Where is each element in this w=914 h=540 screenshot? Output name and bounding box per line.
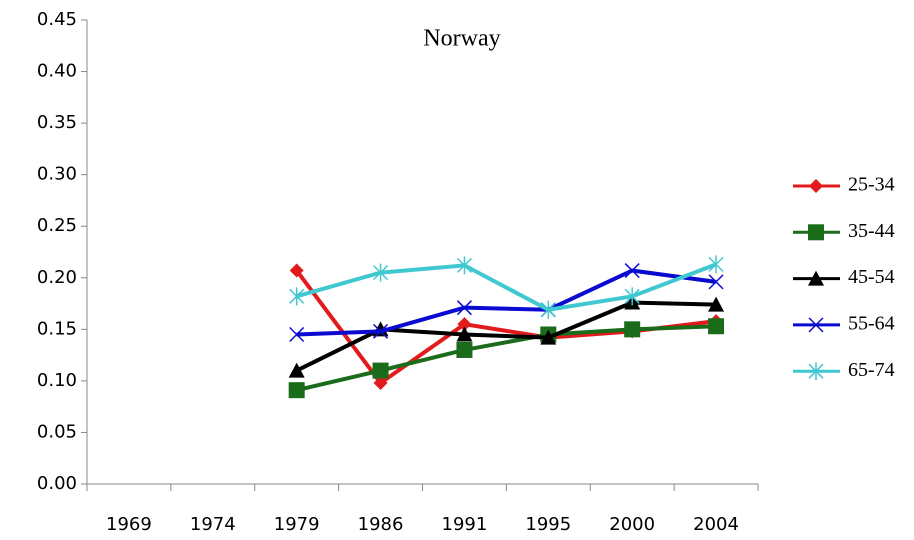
data-point bbox=[372, 362, 389, 379]
data-point bbox=[373, 375, 388, 390]
data-point bbox=[373, 263, 389, 282]
x-tick-label: 1969 bbox=[106, 514, 152, 535]
data-point bbox=[708, 318, 725, 335]
y-tick-label: 0.20 bbox=[37, 267, 77, 288]
data-point bbox=[708, 296, 725, 312]
series-line bbox=[296, 324, 717, 393]
data-point bbox=[540, 300, 556, 319]
legend-label: 25-34 bbox=[848, 174, 895, 196]
y-tick-label: 0.05 bbox=[37, 421, 77, 442]
data-point bbox=[289, 326, 305, 343]
legend-marker bbox=[808, 362, 824, 381]
data-point bbox=[624, 287, 640, 306]
series-line bbox=[296, 262, 717, 312]
data-point bbox=[456, 256, 472, 275]
series-line bbox=[296, 268, 717, 337]
x-tick-label: 1995 bbox=[525, 514, 571, 535]
y-tick-label: 0.35 bbox=[37, 112, 77, 133]
x-tick-label: 2004 bbox=[693, 514, 739, 535]
data-point bbox=[456, 341, 473, 358]
y-tick-label: 0.15 bbox=[37, 318, 77, 339]
data-point bbox=[708, 255, 724, 274]
data-point bbox=[708, 274, 724, 290]
y-tick-label: 0.00 bbox=[37, 473, 77, 494]
legend-label: 55-64 bbox=[848, 312, 895, 334]
y-tick-label: 0.25 bbox=[37, 215, 77, 236]
data-point bbox=[288, 382, 305, 399]
legend-marker bbox=[808, 317, 824, 333]
x-tick-label: 1986 bbox=[358, 514, 404, 535]
data-point bbox=[456, 300, 472, 316]
y-tick-label: 0.40 bbox=[37, 61, 77, 82]
chart-title: Norway bbox=[423, 26, 500, 52]
legend-marker bbox=[808, 224, 824, 241]
legend-label: 65-74 bbox=[848, 359, 895, 381]
data-point bbox=[624, 263, 640, 279]
x-tick-label: 1974 bbox=[190, 514, 236, 535]
data-point bbox=[457, 317, 472, 332]
legend-label: 35-44 bbox=[848, 220, 895, 242]
data-point bbox=[289, 287, 305, 306]
data-point bbox=[540, 329, 557, 345]
x-tick-label: 1979 bbox=[274, 514, 320, 535]
series-line bbox=[295, 300, 717, 373]
legend-label: 45-54 bbox=[848, 266, 895, 288]
y-tick-label: 0.30 bbox=[37, 164, 77, 185]
data-point bbox=[456, 326, 473, 342]
y-tick-label: 0.45 bbox=[37, 9, 77, 30]
data-point bbox=[288, 362, 305, 378]
data-point bbox=[373, 323, 389, 339]
x-tick-label: 2000 bbox=[609, 514, 655, 535]
legend-marker bbox=[808, 270, 824, 286]
data-point bbox=[624, 321, 641, 338]
y-tick-label: 0.10 bbox=[37, 370, 77, 391]
x-tick-label: 1991 bbox=[442, 514, 488, 535]
data-point bbox=[289, 263, 304, 278]
legend-marker bbox=[809, 179, 823, 193]
